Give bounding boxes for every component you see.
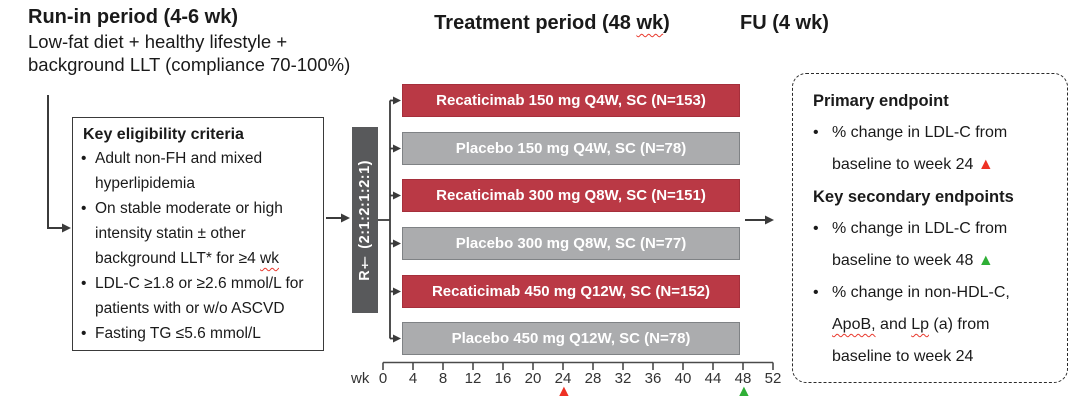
week-24-triangle-icon: ▲ [556,383,572,400]
line-text: (a) from [928,316,990,333]
treatment-period-title-text: Treatment period (48 [434,12,637,34]
eligibility-bullet-nonfh-text: Adult non-FH and mixed hyperlipidemia [95,146,262,196]
arm-bar-recaticimab-450: Recaticimab 450 mg Q12W, SC (N=152) [402,275,740,308]
bullet-icon: • [81,275,87,292]
randomization-label: R† (2:1:2:1:2:1) [357,159,373,281]
week-48-triangle-icon: ▲ [736,383,752,400]
week-tick-44: 44 [704,370,722,387]
week-tick-36: 36 [644,370,662,387]
arm-bar-placebo-300: Placebo 300 mg Q8W, SC (N=77) [402,227,740,260]
bullet-icon: • [813,124,819,141]
endpoints-box: Primary endpoint • % change in LDL-C fro… [792,73,1068,383]
line: baseline to week 24 [832,348,974,365]
primary-endpoint-heading: Primary endpoint [813,92,949,110]
run-in-description-line1: Low-fat diet + healthy lifestyle + [28,31,288,52]
week-tick-4: 4 [408,370,418,387]
week-24-triangle-icon: ▲ [977,156,994,173]
line: % change in LDL-C from [832,124,1008,141]
treatment-period-title-close: ) [663,12,670,34]
treatment-period-title-wk: wk [636,12,664,34]
eligibility-bullet-ldlc: • LDL-C ≥1.8 or ≥2.6 mmol/L for patients… [81,271,317,321]
primary-endpoint-bullet: • % change in LDL-C from baseline to wee… [813,117,1057,181]
run-in-period-title: Run-in period (4-6 wk) [28,6,238,28]
eligibility-to-randomization-arrow [326,213,350,223]
line: % change in non-HDL-C, [832,284,1010,301]
secondary-endpoint-bullet-lipids: • % change in non-HDL-C, ApoB, and Lp (a… [813,277,1057,373]
line: baseline to week 24 ▲ [832,149,1007,181]
line: background LLT* for ≥4 wk [95,246,283,271]
bullet-icon: • [813,284,819,301]
week-axis-unit-label: wk [351,370,370,387]
secondary-endpoints-heading: Key secondary endpoints [813,188,1014,206]
run-in-description: Low-fat diet + healthy lifestyle + backg… [28,30,350,76]
line-text-lp: Lp [911,316,929,333]
line: % change in LDL-C from [832,220,1008,237]
line-text: and [875,316,912,333]
run-in-elbow-arrow [47,95,71,233]
line: patients with or w/o ASCVD [95,300,285,317]
eligibility-bullet-nonfh: • Adult non-FH and mixed hyperlipidemia [81,146,317,196]
line-text-apob: ApoB, [832,316,876,333]
randomization-branch-lines [378,96,401,343]
week-tick-12: 12 [464,370,482,387]
primary-endpoint-text: % change in LDL-C from baseline to week … [832,117,1007,181]
line: Adult non-FH and mixed [95,150,263,167]
arm-bar-placebo-450: Placebo 450 mg Q12W, SC (N=78) [402,322,740,355]
week-tick-0: 0 [378,370,388,387]
line: Fasting TG ≤5.6 mmol/L [95,325,261,342]
arm-bar-recaticimab-150: Recaticimab 150 mg Q4W, SC (N=153) [402,84,740,117]
bullet-icon: • [81,200,87,217]
eligibility-title: Key eligibility criteria [83,126,244,143]
week-tick-16: 16 [494,370,512,387]
line-text-wk: wk [260,250,279,267]
line: LDL-C ≥1.8 or ≥2.6 mmol/L for [95,275,304,292]
run-in-description-line2: background LLT (compliance 70-100%) [28,54,351,75]
bullet-icon: • [81,150,87,167]
line-text: baseline to week 48 [832,252,978,269]
bullet-icon: • [81,325,87,342]
week-tick-24: 24 [554,370,572,387]
eligibility-bullet-tg-text: Fasting TG ≤5.6 mmol/L [95,321,261,346]
week-tick-32: 32 [614,370,632,387]
eligibility-bullet-statin-text: On stable moderate or high intensity sta… [95,196,283,271]
eligibility-criteria-box: Key eligibility criteria • Adult non-FH … [72,117,324,351]
line-text: background LLT* for ≥4 [95,250,261,267]
randomization-bar: R† (2:1:2:1:2:1) [352,127,378,313]
treatment-to-endpoints-arrow [745,215,774,225]
line: ApoB, and Lp (a) from [832,309,1010,341]
week-tick-20: 20 [524,370,542,387]
week-axis-line [382,361,774,370]
secondary-endpoint-lipids-text: % change in non-HDL-C, ApoB, and Lp (a) … [832,277,1010,373]
line: intensity statin ± other [95,225,246,242]
arm-bar-placebo-150: Placebo 150 mg Q4W, SC (N=78) [402,132,740,165]
week-tick-48: 48 [734,370,752,387]
secondary-endpoint-bullet-ldlc48: • % change in LDL-C from baseline to wee… [813,213,1057,277]
eligibility-bullet-ldlc-text: LDL-C ≥1.8 or ≥2.6 mmol/L for patients w… [95,271,304,321]
week-tick-28: 28 [584,370,602,387]
week-tick-8: 8 [438,370,448,387]
eligibility-bullet-statin: • On stable moderate or high intensity s… [81,196,317,271]
line: hyperlipidemia [95,175,195,192]
eligibility-bullet-tg: • Fasting TG ≤5.6 mmol/L [81,321,317,346]
line: baseline to week 48 ▲ [832,245,1007,277]
arm-bar-recaticimab-300: Recaticimab 300 mg Q8W, SC (N=151) [402,179,740,212]
line: On stable moderate or high [95,200,283,217]
line-text: baseline to week 24 [832,156,978,173]
follow-up-period-title: FU (4 wk) [740,12,829,34]
week-tick-40: 40 [674,370,692,387]
week-tick-52: 52 [764,370,782,387]
secondary-endpoint-ldlc48-text: % change in LDL-C from baseline to week … [832,213,1007,277]
bullet-icon: • [813,220,819,237]
treatment-period-title: Treatment period (48 wk) [402,12,702,35]
week-48-triangle-icon: ▲ [977,252,994,269]
